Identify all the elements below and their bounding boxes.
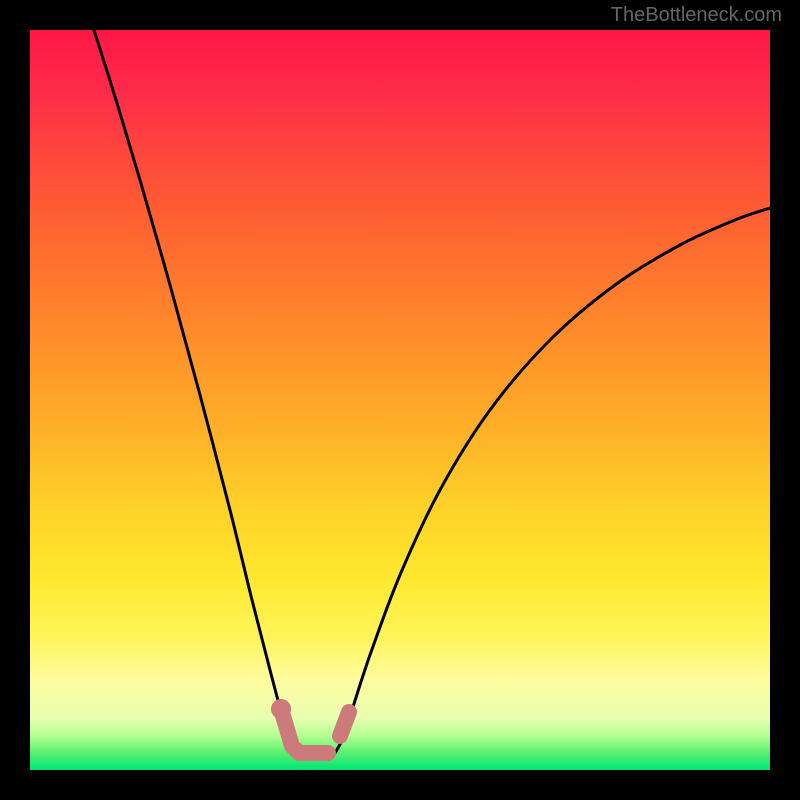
marker-overlay: [30, 30, 770, 770]
left-plateau-dot: [271, 699, 291, 719]
plot-area: [30, 30, 770, 770]
watermark: TheBottleneck.com: [611, 4, 782, 27]
right-plateau-segment: [340, 712, 349, 736]
